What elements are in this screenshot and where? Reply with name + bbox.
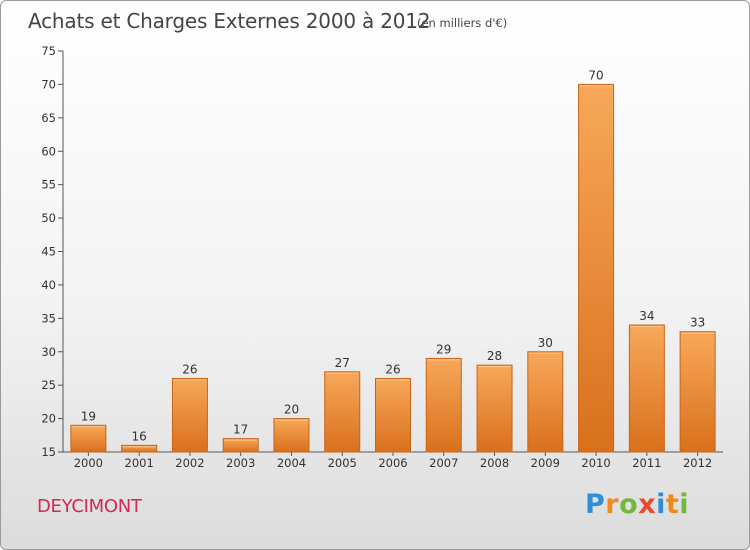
y-tick-label: 55: [41, 178, 56, 192]
logo-letter: o: [619, 489, 639, 520]
x-tick-label: 2008: [480, 456, 509, 470]
logo-letter: i: [679, 489, 690, 520]
bar: [375, 377, 411, 453]
bar: [222, 438, 259, 453]
x-tick-label: 2006: [378, 456, 407, 470]
bar-value-label: 19: [81, 409, 96, 423]
bar-value-label: 16: [132, 429, 147, 443]
x-tick-label: 2005: [328, 456, 357, 470]
bar-value-label: 70: [588, 68, 603, 82]
x-tick-label: 2009: [531, 456, 560, 470]
bar-value-label: 17: [233, 423, 248, 437]
x-tick-label: 2011: [632, 456, 661, 470]
bar: [121, 444, 158, 453]
logo-letter: r: [605, 489, 620, 520]
bar: [628, 324, 665, 453]
bar: [273, 418, 310, 453]
x-tick-label: 2003: [226, 456, 255, 470]
bar: [171, 377, 208, 453]
bar: [476, 364, 513, 453]
logo-letter: i: [656, 489, 666, 520]
bar: [679, 331, 716, 453]
bar: [527, 351, 564, 453]
y-tick-label: 50: [41, 211, 56, 225]
proxiti-logo: Proxiti: [585, 489, 689, 520]
bar: [425, 357, 462, 453]
x-tick-label: 2010: [581, 456, 610, 470]
bar-value-label: 28: [487, 349, 502, 363]
y-tick-label: 70: [41, 77, 56, 91]
x-tick-label: 2004: [277, 456, 306, 470]
chart-subtitle: (en milliers d'€): [417, 16, 508, 30]
y-tick-label: 75: [41, 44, 56, 58]
x-tick-label: 2001: [125, 456, 154, 470]
chart-title: Achats et Charges Externes 2000 à 2012: [28, 9, 431, 33]
x-tick-label: 2012: [683, 456, 712, 470]
y-tick-label: 40: [41, 278, 56, 292]
x-tick-label: 2007: [429, 456, 458, 470]
bar-value-label: 27: [335, 356, 350, 370]
y-tick-label: 60: [41, 144, 56, 158]
bar-value-label: 33: [690, 316, 705, 330]
bar: [324, 371, 361, 453]
y-tick-label: 15: [41, 445, 56, 459]
bar-value-label: 26: [385, 362, 400, 376]
bar: [70, 424, 107, 453]
y-tick-label: 25: [41, 378, 56, 392]
logo-letter: P: [585, 489, 606, 520]
bar-value-label: 29: [436, 342, 451, 356]
bar: [578, 83, 615, 453]
y-tick-label: 65: [41, 111, 56, 125]
bar-value-label: 30: [538, 336, 553, 350]
logo-letter: t: [665, 489, 680, 520]
y-tick-label: 35: [41, 311, 56, 325]
x-tick-label: 2002: [175, 456, 204, 470]
y-tick-label: 20: [41, 412, 56, 426]
bar-value-label: 34: [639, 309, 654, 323]
bar-value-label: 20: [284, 403, 299, 417]
x-tick-label: 2000: [74, 456, 103, 470]
bar-value-label: 26: [182, 362, 197, 376]
y-tick-label: 45: [41, 245, 56, 259]
commune-name: DEYCIMONT: [37, 496, 142, 517]
y-tick-label: 30: [41, 345, 56, 359]
logo-letter: x: [638, 489, 657, 520]
